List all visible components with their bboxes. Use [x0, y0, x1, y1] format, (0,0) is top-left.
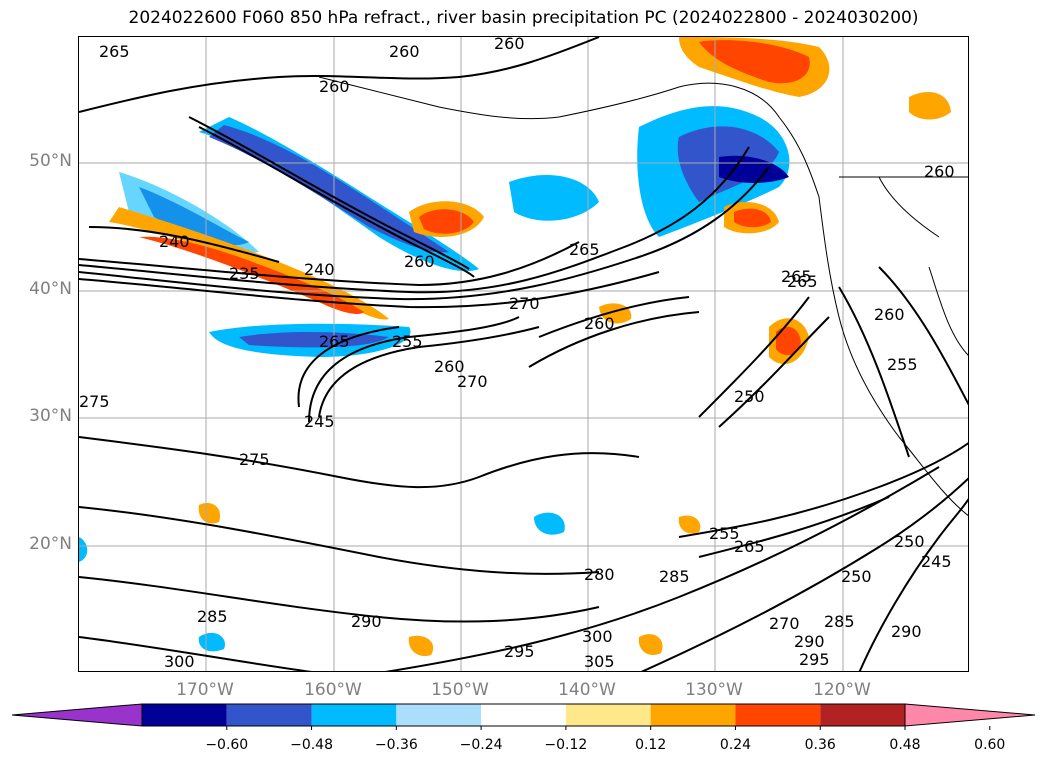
colorbar-swatch	[396, 704, 482, 726]
contour-label: 250	[734, 387, 765, 406]
contour-label: 260	[874, 305, 905, 324]
lon-label-140w: 140°W	[558, 680, 616, 700]
colorbar-swatches	[11, 703, 1036, 731]
contour-label: 265	[734, 537, 765, 556]
contour-label: 250	[841, 567, 872, 586]
colorbar-tick-label: −0.60	[205, 737, 249, 753]
contour-label: 290	[794, 632, 825, 651]
colorbar-tick-label: 0.12	[635, 737, 667, 753]
colorbar-swatch	[481, 704, 566, 726]
colorbar-swatch	[142, 704, 227, 726]
precip-anomaly-shading	[79, 37, 951, 657]
lat-label-30n: 30°N	[29, 406, 72, 426]
graticule	[79, 37, 968, 671]
contour-label: 265	[99, 42, 130, 61]
colorbar-border	[141, 703, 906, 727]
contour-label: 260	[494, 37, 525, 53]
contour-label: 285	[197, 607, 228, 626]
colorbar-swatch	[650, 704, 736, 726]
lat-label-50n: 50°N	[29, 151, 72, 171]
contour-label-group: 265 260 260 260 240 240 235 260 265 270 …	[79, 37, 955, 671]
contour-label: 260	[434, 357, 465, 376]
contour-label: 305	[584, 652, 615, 671]
map-canvas: 265 260 260 260 240 240 235 260 265 270 …	[79, 37, 968, 671]
contour-label: 260	[584, 314, 615, 333]
map-panel: 265 260 260 260 240 240 235 260 265 270 …	[78, 36, 969, 672]
lon-label-170w: 170°W	[176, 680, 234, 700]
contour-label: 290	[891, 622, 922, 641]
lat-label-40n: 40°N	[29, 279, 72, 299]
contour-label: 245	[921, 552, 952, 571]
contour-label: 265	[787, 272, 818, 291]
colorbar-tick-label: 0.48	[889, 737, 921, 753]
colorbar	[0, 700, 1047, 734]
contour-label: 250	[894, 532, 925, 551]
contour-label: 255	[887, 355, 918, 374]
contour-label: 290	[351, 612, 382, 631]
colorbar-swatch	[735, 704, 821, 726]
contour-label: 280	[584, 565, 615, 584]
coastlines	[318, 76, 968, 517]
contour-label: 260	[389, 42, 420, 61]
colorbar-extend-high	[904, 703, 1036, 727]
lon-label-130w: 130°W	[685, 680, 743, 700]
colorbar-tick-label: 0.24	[719, 737, 752, 753]
contour-label: 260	[404, 252, 435, 271]
colorbar-swatch	[226, 704, 312, 726]
colorbar-tick-label: 0.60	[974, 737, 1006, 753]
contour-label: 285	[659, 567, 690, 586]
lon-label-120w: 120°W	[813, 680, 871, 700]
colorbar-tick-label: −0.24	[459, 737, 503, 753]
colorbar-tick-label: 0.36	[804, 737, 836, 753]
contour-label: 265	[781, 267, 812, 286]
colorbar-swatch	[820, 704, 905, 726]
contour-label: 255	[709, 524, 740, 543]
colorbar-tick-label: −0.12	[544, 737, 588, 753]
contour-label: 270	[457, 372, 488, 391]
refractivity-contours	[79, 37, 968, 671]
contour-label: 255	[392, 332, 423, 351]
contour-label: 270	[769, 614, 800, 633]
contour-label: 295	[504, 642, 535, 661]
colorbar-tick-label: −0.36	[374, 737, 418, 753]
contour-label: 235	[229, 264, 260, 283]
contour-label: 300	[582, 627, 613, 646]
map-title: 2024022600 F060 850 hPa refract., river …	[128, 8, 919, 28]
contour-label: 300	[164, 652, 195, 671]
contour-label: 275	[239, 450, 270, 469]
contour-label: 270	[509, 294, 540, 313]
contour-label: 240	[159, 232, 190, 251]
lat-label-20n: 20°N	[29, 534, 72, 554]
lon-label-160w: 160°W	[304, 680, 362, 700]
contour-label: 285	[824, 612, 855, 631]
colorbar-swatch	[311, 704, 397, 726]
contour-label: 295	[799, 650, 830, 669]
contour-label: 245	[304, 412, 335, 431]
contour-label: 260	[924, 162, 955, 181]
contour-label: 275	[79, 392, 110, 411]
colorbar-extend-low	[11, 703, 143, 727]
colorbar-tick-label: −0.48	[290, 737, 333, 753]
lon-label-150w: 150°W	[431, 680, 489, 700]
contour-label: 265	[569, 240, 600, 259]
contour-label: 260	[319, 77, 350, 96]
contour-label: 265	[319, 332, 350, 351]
colorbar-swatch	[565, 704, 651, 726]
contour-label: 240	[304, 260, 335, 279]
